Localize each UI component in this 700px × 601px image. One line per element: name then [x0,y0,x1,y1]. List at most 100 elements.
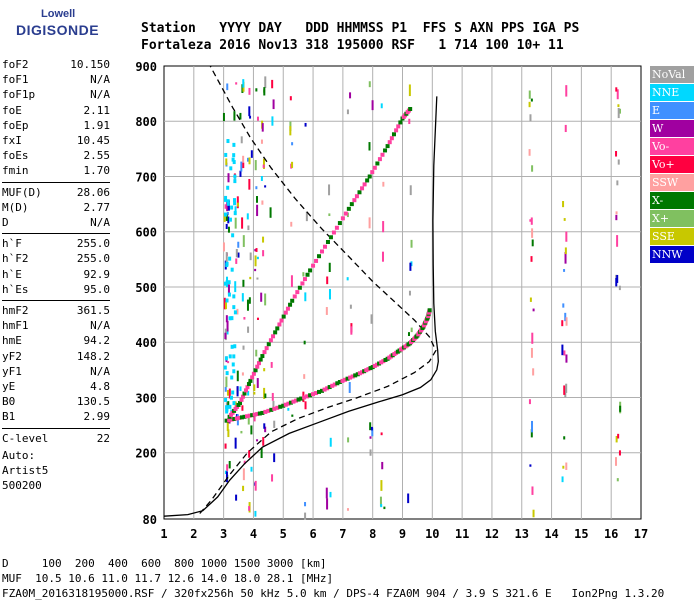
echo-mark [565,383,568,393]
trace-mark [364,368,369,373]
echo-mark [381,461,384,470]
echo-mark [348,382,351,393]
echo-mark [528,101,531,108]
echo-mark [328,213,331,217]
echo-mark [231,233,235,238]
param-row: D N/A [2,216,110,230]
trace-mark [331,230,336,235]
trace-mark [357,371,362,376]
echo-mark [262,437,265,446]
echo-mark [224,212,228,217]
trace-mark [320,249,325,254]
echo-mark [564,124,567,133]
trace-mark [370,170,375,175]
param-row: M(D) 2.77 [2,201,110,215]
echo-mark [256,116,259,121]
echo-mark [272,99,275,110]
param-value: N/A [90,73,110,87]
echo-mark [226,83,229,91]
trace-mark [383,357,388,362]
y-tick-label: 500 [135,281,157,295]
x-tick-label: 3 [220,527,227,541]
trace-mark [387,140,392,145]
echo-mark [237,252,240,258]
logo-line-digisonde: DIGISONDE [16,22,100,38]
echo-mark [255,248,258,252]
param-value: 2.99 [83,410,111,424]
echo-mark [227,284,230,295]
trace-mark [253,368,258,373]
echo-mark [563,436,566,440]
echo-mark [271,79,274,89]
trace-mark [232,417,237,422]
echo-mark [247,326,250,333]
header-labels: Station YYYY DAY DDD HHMMSS P1 FFS S AXN… [141,21,580,36]
trace-mark [317,254,322,259]
trace-mark [340,378,345,383]
echo-mark [223,213,226,222]
echo-mark [347,437,350,443]
trace-mark [380,152,385,157]
echo-mark [225,252,228,263]
echo-mark [254,510,257,517]
echo-mark [229,395,233,400]
echo-mark [243,317,246,320]
echo-mark [254,268,257,272]
echo-mark [379,496,382,507]
trace-mark [238,400,243,405]
x-tick-label: 2 [190,527,197,541]
echo-mark [302,272,305,277]
echo-mark [242,485,245,492]
echo-mark [233,310,237,315]
trace-mark [348,375,353,380]
legend-item-nnw: NNW [650,246,694,263]
y-tick-label: 300 [135,391,157,405]
trace-mark [396,124,401,129]
trace-mark [302,277,307,282]
echo-mark [242,345,245,350]
echo-mark [272,400,275,411]
echo-mark [226,199,230,204]
profile-dashed-line [199,65,437,514]
echo-mark [346,277,349,281]
echo-mark [227,216,230,224]
echo-mark [616,180,619,186]
footer-info: D 100 200 400 600 800 1000 1500 3000 [km… [2,556,664,601]
echo-mark [349,304,352,309]
echo-mark [408,290,411,296]
echo-mark [233,179,237,184]
trace-mark [260,410,265,415]
echo-mark [256,378,259,388]
echo-mark [262,164,265,168]
digisonde-logo: Lowell DIGISONDE [4,8,124,48]
param-value: 148.2 [76,349,110,363]
trace-mark [242,414,247,419]
echo-mark [256,196,259,203]
echo-mark [241,405,244,411]
param-name: h`Es [2,282,29,296]
param-name: foE [2,103,22,117]
echo-mark [346,508,349,511]
echo-mark [256,439,259,442]
trace-mark [350,374,355,379]
profile-solid-line [163,96,439,517]
trace-mark [398,120,403,125]
trace-mark [335,381,340,386]
echo-mark [616,235,619,247]
echo-mark [225,263,229,268]
trace-mark [297,285,302,290]
trace-mark [334,225,339,230]
echo-mark [528,90,531,99]
trace-mark [269,407,274,412]
echo-mark [529,219,532,222]
echo-mark [246,213,249,220]
trace-mark [294,398,299,403]
echo-mark [230,375,234,380]
param-name: h`F [2,237,22,251]
echo-mark [237,202,240,207]
param-value: 2.11 [83,103,111,117]
param-row: hmF2 361.5 [2,304,110,318]
param-value: N/A [90,216,110,229]
legend-item-x: X+ [650,210,694,227]
echo-mark [383,506,386,510]
